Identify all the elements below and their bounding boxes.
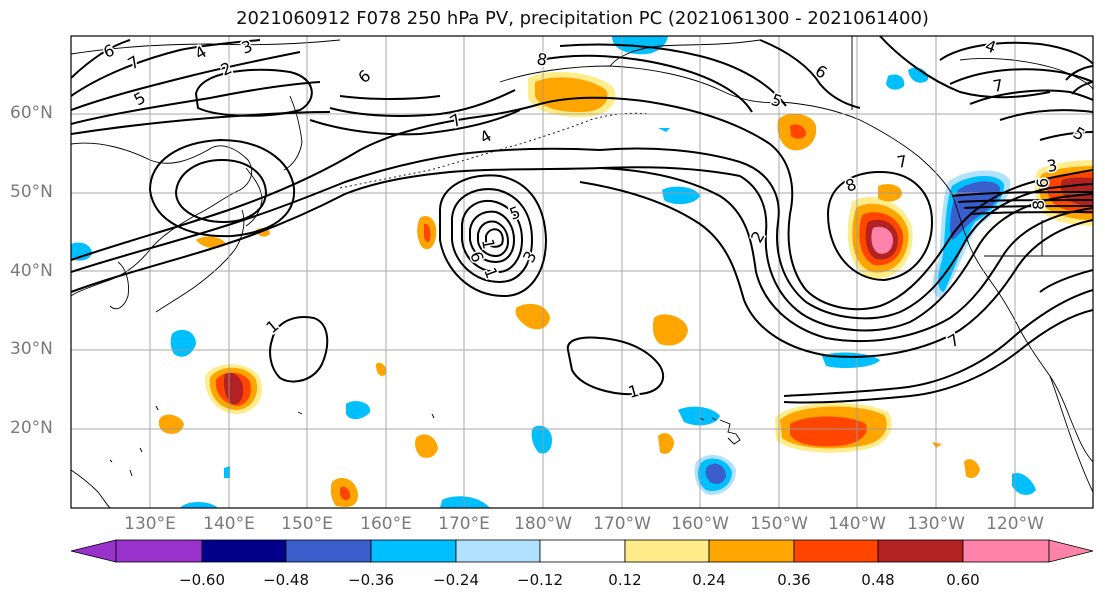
colorbar-tick-label: 0.12 (608, 571, 642, 589)
colorbar-bin (962, 539, 1050, 563)
colorbar-bin (370, 539, 457, 563)
colorbar-tick-label: 0.24 (692, 571, 726, 589)
colorbar-tick-label: −0.60 (179, 571, 225, 589)
contour-label: 7 (895, 151, 908, 171)
colorbar-tick-label: −0.48 (263, 571, 309, 589)
colorbar-bin (877, 539, 964, 563)
contour-label: 8 (535, 49, 548, 69)
lon-label: 170°W (593, 514, 651, 534)
contour-label: 3 (1045, 155, 1058, 175)
map-title: 2021060912 F078 250 hPa PV, precipitatio… (236, 8, 929, 29)
colorbar (70, 539, 1094, 563)
colorbar-bin (455, 539, 541, 563)
contour-label: 7 (991, 75, 1004, 95)
lon-label: 180°W (514, 514, 572, 534)
lon-label: 140°W (828, 514, 886, 534)
contour-label: 8 (1029, 200, 1048, 210)
contour-label: 6 (1033, 178, 1052, 188)
lon-label: 150°W (750, 514, 808, 534)
lon-label: 150°E (281, 514, 333, 534)
colorbar-bin (285, 539, 372, 563)
lon-label: 170°E (438, 514, 490, 534)
pv-contours (71, 36, 1093, 404)
colorbar-tick-label: 0.60 (946, 571, 980, 589)
lon-label: 140°E (203, 514, 255, 534)
colorbar-extend-low (70, 539, 117, 563)
lat-label: 20°N (10, 418, 53, 438)
lat-label: 60°N (10, 103, 53, 123)
lon-label: 120°W (986, 514, 1044, 534)
lat-label: 50°N (10, 182, 53, 202)
lon-label: 160°W (671, 514, 729, 534)
lat-label: 30°N (10, 339, 53, 359)
colorbar-bin (708, 539, 795, 563)
lat-label: 40°N (10, 261, 53, 281)
lon-label: 130°E (124, 514, 176, 534)
contour-label: 1 (478, 237, 498, 250)
colorbar-tick-label: −0.36 (348, 571, 394, 589)
map-frame (70, 35, 1094, 509)
colorbar-tick-label: −0.12 (517, 571, 563, 589)
colorbar-tick-label: −0.24 (433, 571, 479, 589)
colorbar-tick-label: 0.36 (777, 571, 811, 589)
colorbar-bin (793, 539, 879, 563)
colorbar-bin (115, 539, 203, 563)
colorbar-bin (624, 539, 710, 563)
lon-label: 130°W (907, 514, 965, 534)
colorbar-bin (201, 539, 287, 563)
colorbar-bin (539, 539, 626, 563)
lon-label: 160°E (360, 514, 412, 534)
colorbar-extend-high (1048, 539, 1094, 563)
colorbar-tick-label: 0.48 (861, 571, 895, 589)
coastlines (71, 36, 1093, 508)
